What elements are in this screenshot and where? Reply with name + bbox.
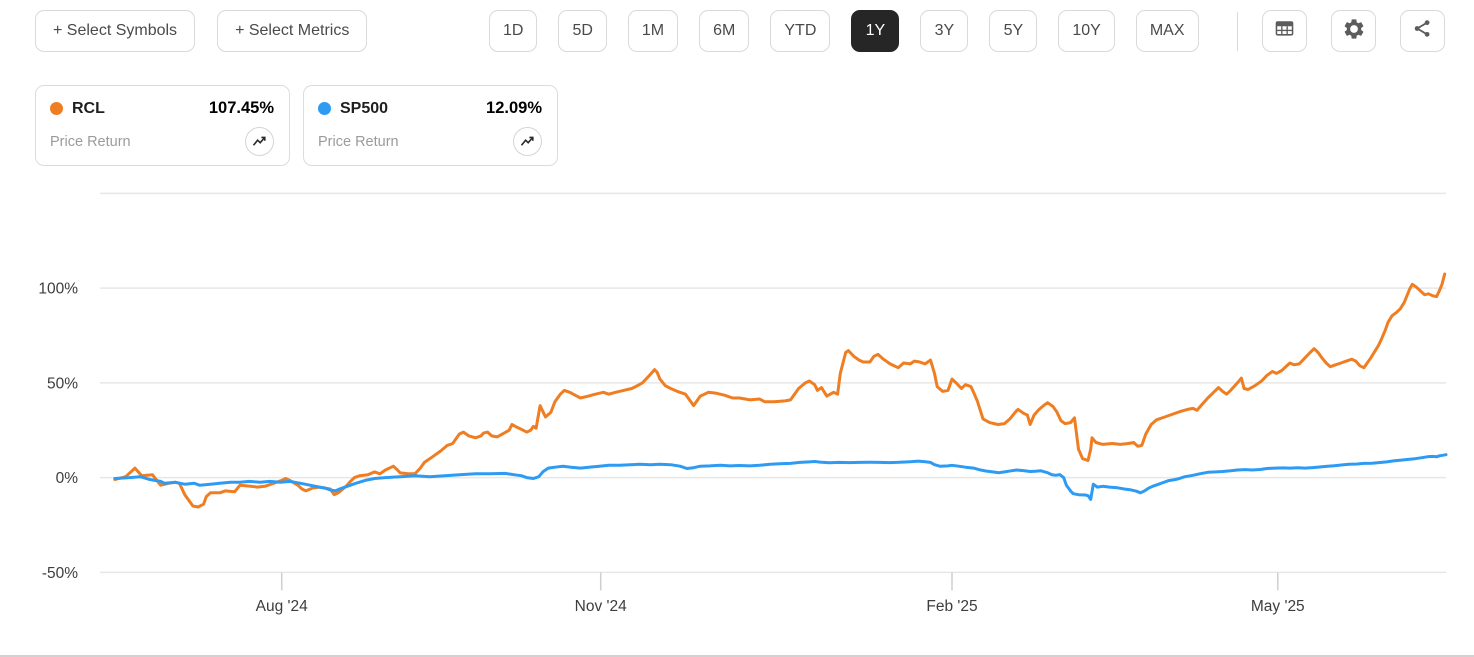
legend-card-sp500[interactable]: SP500 12.09% Price Return <box>303 85 558 166</box>
range-button-5y[interactable]: 5Y <box>989 10 1038 52</box>
metric-label: Price Return <box>318 133 399 150</box>
rcl-line <box>113 272 1447 509</box>
table-view-button[interactable] <box>1262 10 1307 52</box>
toolbar-divider <box>1237 12 1238 51</box>
range-button-10y[interactable]: 10Y <box>1058 10 1115 52</box>
toolbar: + Select Symbols + Select Metrics 1D 5D … <box>0 10 1474 53</box>
legend-card-footer: Price Return <box>318 127 542 156</box>
legend: RCL 107.45% Price Return SP500 12.09% Pr… <box>35 85 558 166</box>
legend-card-header: RCL 107.45% <box>50 99 274 118</box>
x-axis-label: Nov '24 <box>575 598 627 615</box>
share-icon <box>1411 17 1434 45</box>
series-color-dot <box>50 102 63 115</box>
page-bottom-border <box>0 655 1474 657</box>
range-button-1m[interactable]: 1M <box>627 10 679 52</box>
settings-button[interactable] <box>1331 10 1376 52</box>
range-button-ytd[interactable]: YTD <box>770 10 831 52</box>
legend-card-footer: Price Return <box>50 127 274 156</box>
y-axis-label: 50% <box>47 375 78 392</box>
legend-card-rcl[interactable]: RCL 107.45% Price Return <box>35 85 290 166</box>
range-button-5d[interactable]: 5D <box>558 10 607 52</box>
x-axis-label: Feb '25 <box>926 598 977 615</box>
range-button-1d[interactable]: 1D <box>489 10 538 52</box>
trending-up-icon[interactable] <box>513 127 542 156</box>
y-axis-label: 100% <box>38 281 78 298</box>
y-axis-label: -50% <box>42 565 78 582</box>
range-button-6m[interactable]: 6M <box>699 10 750 52</box>
sp500-line <box>113 453 1448 501</box>
return-value: 12.09% <box>486 99 542 117</box>
range-button-3y[interactable]: 3Y <box>920 10 969 52</box>
ticker-label: RCL <box>72 99 105 117</box>
metric-label: Price Return <box>50 133 131 150</box>
table-icon <box>1273 17 1296 45</box>
x-axis-label: Aug '24 <box>256 598 308 615</box>
select-buttons-group: + Select Symbols + Select Metrics <box>35 10 368 52</box>
x-axis-label: May '25 <box>1251 598 1305 615</box>
ticker-label: SP500 <box>340 99 389 117</box>
series-color-dot <box>318 102 331 115</box>
range-button-max[interactable]: MAX <box>1135 10 1199 52</box>
return-value: 107.45% <box>208 99 274 117</box>
select-symbols-button[interactable]: + Select Symbols <box>35 10 196 52</box>
trending-up-icon[interactable] <box>245 127 274 156</box>
y-axis-label: 0% <box>56 470 79 487</box>
icon-buttons-group <box>1262 10 1445 52</box>
gear-icon <box>1342 17 1366 46</box>
select-metrics-button[interactable]: + Select Metrics <box>217 10 368 52</box>
legend-card-header: SP500 12.09% <box>318 99 542 118</box>
range-button-1y[interactable]: 1Y <box>851 10 900 52</box>
share-button[interactable] <box>1400 10 1445 52</box>
range-buttons-group: 1D 5D 1M 6M YTD 1Y 3Y 5Y 10Y MAX <box>489 10 1199 52</box>
